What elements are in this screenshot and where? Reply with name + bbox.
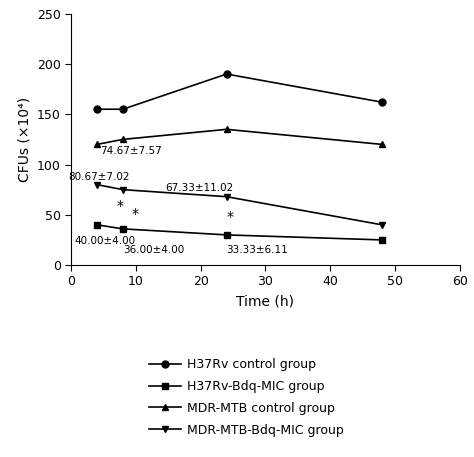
- Text: *: *: [116, 199, 123, 213]
- X-axis label: Time (h): Time (h): [237, 294, 294, 308]
- Text: 40.00±4.00: 40.00±4.00: [74, 236, 136, 246]
- Text: 33.33±6.11: 33.33±6.11: [227, 245, 288, 255]
- Legend: H37Rv control group, H37Rv-Bdq-MIC group, MDR-MTB control group, MDR-MTB-Bdq-MIC: H37Rv control group, H37Rv-Bdq-MIC group…: [145, 353, 348, 441]
- Text: 74.67±7.57: 74.67±7.57: [100, 147, 162, 156]
- Y-axis label: CFUs (×10⁴): CFUs (×10⁴): [17, 97, 31, 182]
- Text: *: *: [131, 207, 138, 221]
- Text: 36.00±4.00: 36.00±4.00: [123, 245, 184, 255]
- Text: 67.33±11.02: 67.33±11.02: [165, 183, 233, 193]
- Text: *: *: [226, 210, 233, 224]
- Text: 80.67±7.02: 80.67±7.02: [68, 172, 129, 181]
